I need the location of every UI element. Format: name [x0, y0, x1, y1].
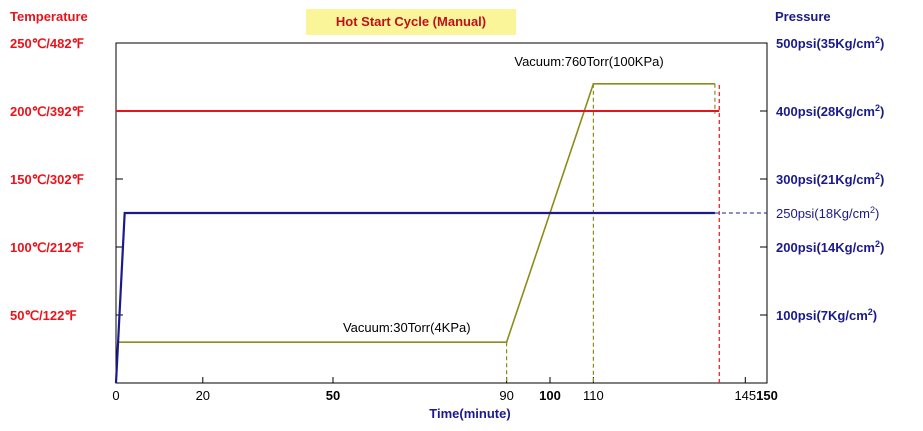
left-tick-label: 100℃/212℉	[10, 240, 84, 255]
x-axis-ticks: 0 20 50 90 100 110 145 150	[112, 377, 778, 403]
x-tick-label: 90	[499, 388, 513, 403]
pressure-line	[114, 211, 715, 384]
series-layer	[114, 83, 767, 384]
x-tick-label: 150	[756, 388, 778, 403]
x-tick-label: 20	[196, 388, 210, 403]
left-tick-label: 200℃/392℉	[10, 104, 84, 119]
right-tick-label: 100psi(7Kg/cm2)	[776, 307, 877, 323]
x-tick-label: 0	[112, 388, 119, 403]
x-tick-label: 145	[734, 388, 756, 403]
chart-title: Hot Start Cycle (Manual)	[336, 14, 486, 29]
x-tick-label: 110	[583, 388, 604, 403]
vacuum-annotation: Vacuum:30Torr(4KPa)	[343, 320, 471, 335]
x-axis-label: Time(minute)	[429, 406, 510, 421]
right-tick-label: 300psi(21Kg/cm2)	[776, 171, 884, 187]
right-axis-ticks: 500psi(35Kg/cm2) 400psi(28Kg/cm2) 300psi(2…	[760, 35, 884, 323]
left-tick-label: 250℃/482℉	[10, 36, 84, 51]
right-extra-label: 250psi(18Kg/cm2)	[776, 205, 879, 221]
right-tick-label: 200psi(14Kg/cm2)	[776, 239, 884, 255]
left-axis-title: Temperature	[10, 9, 88, 24]
right-axis-title: Pressure	[775, 9, 831, 24]
x-tick-label: 100	[539, 388, 561, 403]
right-tick-label: 400psi(28Kg/cm2)	[776, 103, 884, 119]
annotations-layer: Vacuum:30Torr(4KPa) Vacuum:760Torr(100KPa…	[343, 54, 664, 335]
left-tick-label: 150℃/302℉	[10, 172, 84, 187]
right-tick-label: 500psi(35Kg/cm2)	[776, 35, 884, 51]
left-axis-ticks: 250℃/482℉ 200℃/392℉ 150℃/302℉ 100℃/212℉ 50℃/…	[10, 36, 123, 323]
vacuum-annotation: Vacuum:760Torr(100KPa)	[514, 54, 663, 69]
x-tick-label: 50	[326, 388, 340, 403]
left-tick-label: 50℃/122℉	[10, 308, 77, 323]
title-box	[306, 9, 516, 35]
